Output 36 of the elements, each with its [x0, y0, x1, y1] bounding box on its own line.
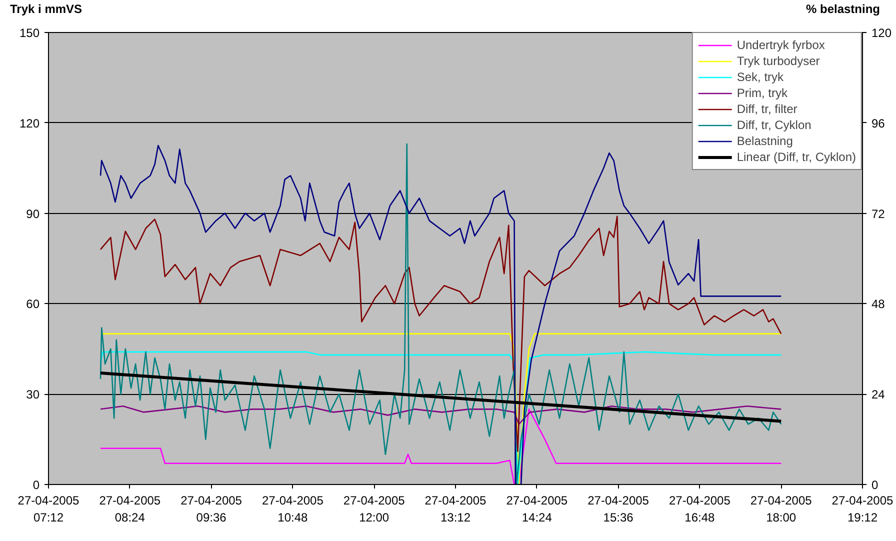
x-tick-label: 27-04-2005 08:24	[99, 494, 161, 524]
legend-label: Linear (Diff, tr, Cyklon)	[736, 150, 856, 164]
y2-tick-label: 120	[872, 26, 892, 40]
x-tick-label: 27-04-2005 14:24	[506, 494, 568, 524]
y-tick-label: 60	[26, 297, 40, 312]
x-tick-label: 27-04-2005 19:12	[832, 494, 894, 524]
x-tick-label: 27-04-2005 10:48	[262, 494, 324, 524]
y-tick-label: 120	[19, 116, 40, 130]
y-tick-label: 150	[19, 26, 40, 40]
line-series	[100, 408, 782, 484]
x-tick-label: 27-04-2005 15:36	[588, 494, 650, 524]
x-tick-label: 27-04-2005 07:12	[18, 494, 80, 524]
y-tick-label: 30	[26, 388, 40, 402]
y2-tick-label: 48	[872, 297, 886, 312]
x-tick-label: 27-04-2005 12:00	[343, 494, 406, 524]
legend-label: Undertryk fyrbox	[736, 38, 825, 52]
legend-label: Diff, tr, filter	[736, 102, 798, 116]
x-tick-label: 27-04-2005 13:12	[424, 494, 487, 524]
legend-label: Tryk turbodyser	[736, 54, 820, 68]
y-tick-label: 90	[26, 206, 40, 221]
legend-label: Diff, tr, Cyklon	[736, 118, 812, 132]
x-tick-label: 27-04-2005 16:48	[669, 494, 731, 524]
y2-tick-label: 0	[872, 478, 878, 492]
y2-tick-label: 72	[872, 206, 886, 221]
x-tick-label: 27-04-2005 09:36	[180, 494, 242, 524]
y2-tick-label: 24	[872, 388, 886, 402]
y-tick-label: 0	[32, 478, 40, 492]
y-axis-title: Tryk i mmVS	[10, 2, 82, 16]
y2-tick-label: 96	[872, 116, 886, 130]
y2-axis-title: % belastning	[806, 2, 880, 16]
x-tick-label: 27-04-2005 18:00	[750, 494, 812, 524]
legend-label: Sek, tryk	[736, 70, 784, 84]
line-series	[100, 216, 782, 452]
legend-label: Belastning	[736, 134, 793, 148]
line-series	[100, 406, 782, 425]
legend-label: Prim, tryk	[736, 86, 788, 100]
